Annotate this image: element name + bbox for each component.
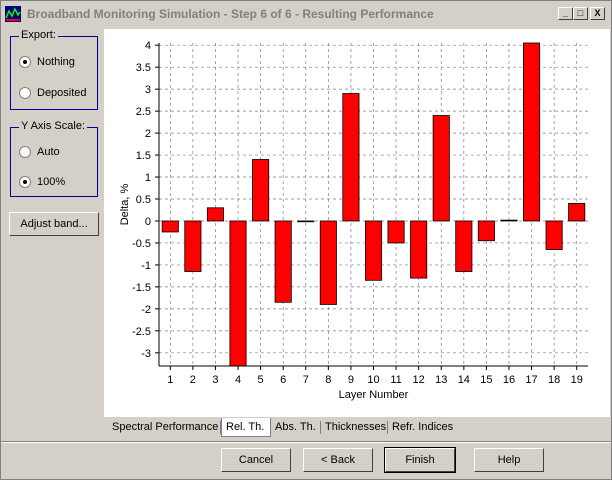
y-tick-label: 1 [145,172,151,184]
app-icon [5,6,21,22]
export-nothing-radio[interactable]: Nothing [19,56,75,68]
x-tick-label: 4 [235,374,241,386]
y-tick-label: -1.5 [132,282,151,294]
data-bar [387,220,405,244]
tab-rel-th[interactable]: Rel. Th. [221,418,271,437]
x-tick-label: 6 [280,374,286,386]
x-tick-label: 5 [258,374,264,386]
data-bar [500,219,518,222]
x-tick-label: 8 [325,374,331,386]
y-tick-label: -3 [141,348,151,360]
data-bar [319,220,337,305]
y-tick-label: 1.5 [136,150,151,162]
export-group-title: Export: [19,29,58,41]
x-tick-label: 3 [212,374,218,386]
tab-separator [220,421,221,434]
window-title: Broadband Monitoring Simulation - Step 6… [27,7,434,21]
y-tick-label: 2.5 [136,106,151,118]
data-bar [477,220,495,242]
data-bar [568,203,586,222]
chart-panel: -3 -2.5 -2 -1.5 -1 -0.5 0 0.5 1 1.5 2 2.5 3 3.5 4 1 2 3 4 5… [104,29,610,417]
export-deposited-radio[interactable]: Deposited [19,87,87,99]
y-tick-label: -1 [141,260,151,272]
y-tick-label: 0.5 [136,194,151,206]
y-tick-label: -0.5 [132,238,151,250]
tab-bar: Spectral Performance Rel. Th. Abs. Th. T… [104,418,610,438]
x-tick-label: 17 [525,374,537,386]
y-tick-label: 4 [145,40,151,52]
x-tick-label: 12 [413,374,425,386]
y-tick-label: 3 [145,84,151,96]
data-bar [206,207,224,222]
data-bar [229,220,247,367]
bottom-separator [1,441,611,443]
y-tick-label: 2 [145,128,151,140]
tab-abs-th[interactable]: Abs. Th. [275,421,316,433]
delta-bar-chart: -3-2.5-2-1.5-1-0.500.511.522.533.541 2 3 4 5… [119,40,588,401]
y-tick-label: -2.5 [132,326,151,338]
y-tick-label: 0 [145,216,151,228]
x-tick-label: 15 [480,374,492,386]
y-tick-label: 3.5 [136,62,151,74]
tab-separator [387,421,388,434]
cancel-button[interactable]: Cancel [221,448,291,472]
minimize-button[interactable]: _ [558,7,573,20]
data-bar [410,220,428,279]
help-button[interactable]: Help [474,448,544,472]
y-axis-auto-radio[interactable]: Auto [19,146,60,158]
x-tick-label: 2 [190,374,196,386]
radio-unchecked-icon [19,146,31,158]
y-axis-100-radio[interactable]: 100% [19,176,65,188]
x-tick-label: 9 [348,374,354,386]
tab-refr-indices[interactable]: Refr. Indices [392,421,454,433]
adjust-band-button[interactable]: Adjust band... [9,212,99,236]
close-button[interactable]: X [590,7,605,20]
back-button[interactable]: < Back [303,448,373,472]
tab-thicknesses[interactable]: Thicknesses [325,421,387,433]
tab-separator [320,421,321,434]
x-axis-label: Layer Number [339,389,409,401]
radio-label: Deposited [37,87,87,99]
radio-label: Auto [37,146,60,158]
radio-checked-icon [19,176,31,188]
data-bar [297,220,315,223]
y-tick-label: -2 [141,304,151,316]
data-bar [161,220,179,233]
data-bar [342,93,360,222]
data-bar [432,115,450,222]
data-bar [252,159,270,222]
y-axis-group-title: Y Axis Scale: [19,120,87,132]
radio-checked-icon [19,56,31,68]
maximize-button[interactable]: □ [573,7,588,20]
x-tick-label: 1 [167,374,173,386]
title-bar[interactable]: Broadband Monitoring Simulation - Step 6… [1,1,611,27]
data-bar [364,220,383,281]
data-bar [184,220,202,272]
radio-unchecked-icon [19,87,31,99]
y-axis-scale-group: Y Axis Scale: Auto 100% [10,120,98,197]
tab-spectral-performance[interactable]: Spectral Performance [112,421,219,433]
x-tick-label: 19 [571,374,583,386]
export-group: Export: Nothing Deposited [10,29,98,110]
data-bar [274,220,292,303]
finish-button[interactable]: Finish [384,447,456,473]
y-axis-label: Delta, % [119,183,131,225]
x-tick-label: 10 [367,374,379,386]
x-tick-label: 7 [303,374,309,386]
radio-label: 100% [37,176,66,188]
data-bar [455,220,473,272]
x-tick-label: 13 [435,374,447,386]
x-tick-label: 11 [390,374,401,386]
data-bar [545,220,563,250]
x-tick-label: 16 [503,374,515,386]
x-tick-label: 14 [458,374,470,386]
radio-label: Nothing [37,56,75,68]
x-tick-label: 18 [548,374,560,386]
data-bar [523,42,541,222]
